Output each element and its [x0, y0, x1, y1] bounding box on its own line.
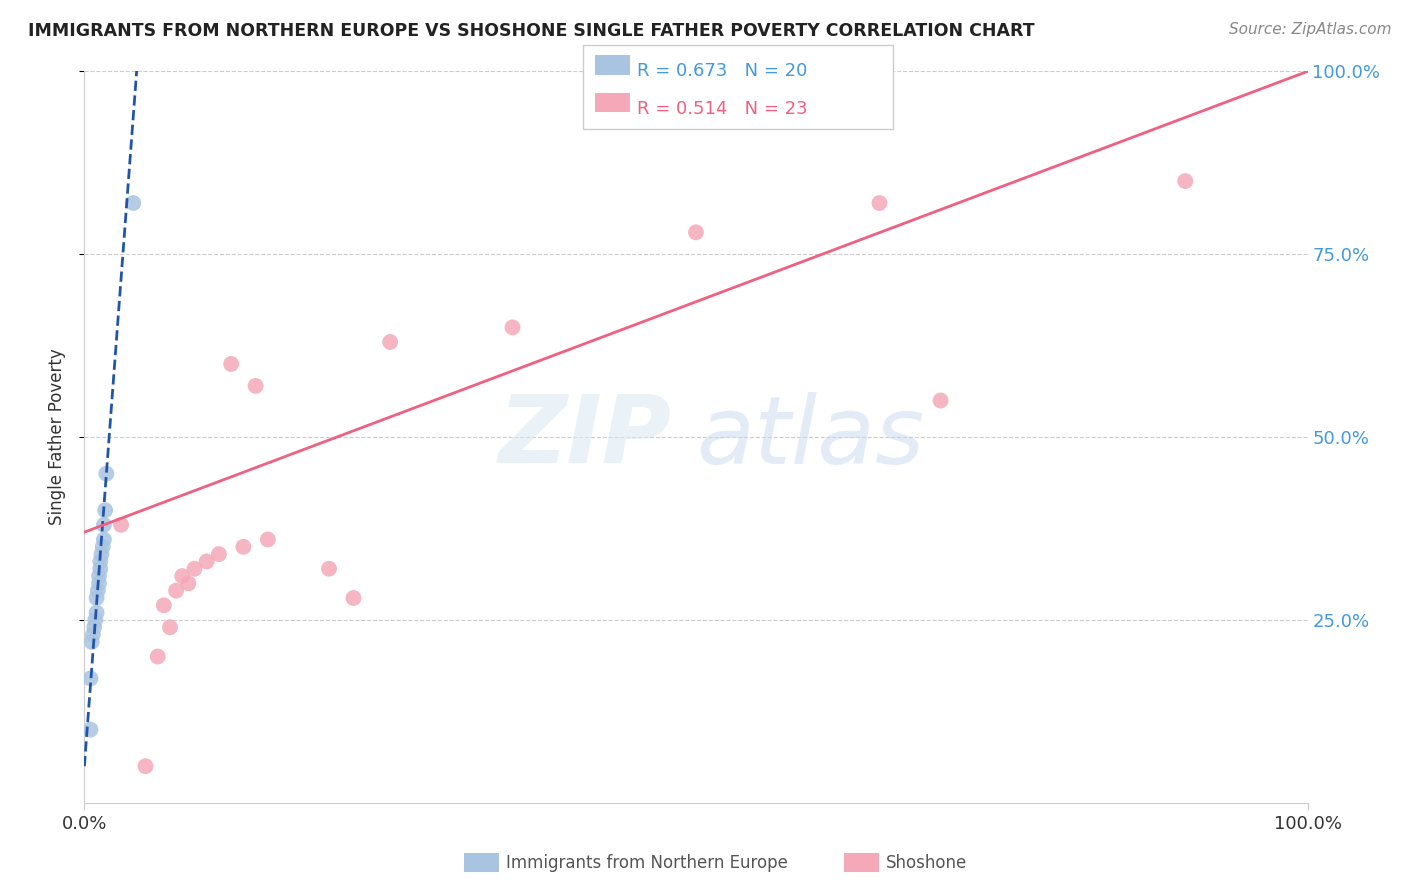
Y-axis label: Single Father Poverty: Single Father Poverty [48, 349, 66, 525]
Point [86, 591, 108, 605]
Point [146, 649, 169, 664]
Point [380, 334, 402, 349]
Point [96, 467, 118, 481]
Point [159, 620, 181, 634]
Point [89, 562, 111, 576]
Point [177, 576, 200, 591]
Point [83, 620, 105, 634]
Text: atlas: atlas [696, 392, 924, 483]
Point [1174, 174, 1197, 188]
Point [82, 627, 104, 641]
Point [90, 547, 112, 561]
Point [94, 503, 117, 517]
Text: R = 0.673   N = 20: R = 0.673 N = 20 [637, 62, 807, 80]
Point [135, 759, 157, 773]
Point [80, 635, 103, 649]
Point [685, 225, 707, 239]
Point [219, 357, 242, 371]
Text: Source: ZipAtlas.com: Source: ZipAtlas.com [1229, 22, 1392, 37]
Text: IMMIGRANTS FROM NORTHERN EUROPE VS SHOSHONE SINGLE FATHER POVERTY CORRELATION CH: IMMIGRANTS FROM NORTHERN EUROPE VS SHOSH… [28, 22, 1035, 40]
Point [165, 583, 187, 598]
Point [79, 672, 101, 686]
Point [87, 583, 110, 598]
Text: Shoshone: Shoshone [886, 854, 967, 871]
Point [232, 540, 254, 554]
Point [183, 562, 205, 576]
Point [245, 379, 267, 393]
Point [929, 393, 952, 408]
Point [153, 599, 176, 613]
Point [502, 320, 524, 334]
Point [91, 540, 114, 554]
Point [89, 554, 111, 568]
Point [84, 613, 107, 627]
Point [318, 562, 340, 576]
Point [257, 533, 280, 547]
Point [87, 569, 110, 583]
Point [79, 723, 101, 737]
Text: Immigrants from Northern Europe: Immigrants from Northern Europe [506, 854, 787, 871]
Point [93, 533, 115, 547]
Point [208, 547, 231, 561]
Point [172, 569, 194, 583]
Point [93, 517, 115, 532]
Point [110, 517, 132, 532]
Point [342, 591, 364, 605]
Point [122, 196, 145, 211]
Point [869, 196, 891, 211]
Text: R = 0.514   N = 23: R = 0.514 N = 23 [637, 100, 807, 118]
Point [195, 554, 218, 568]
Text: ZIP: ZIP [499, 391, 672, 483]
Point [86, 606, 108, 620]
Point [87, 576, 110, 591]
